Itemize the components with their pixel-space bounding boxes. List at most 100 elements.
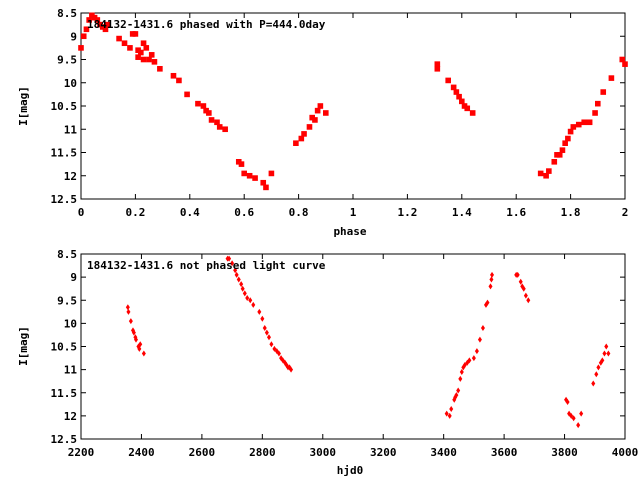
data-point [116,35,122,42]
x-tick-label: 3600 [491,446,518,459]
data-point [576,422,581,429]
data-point [94,17,101,23]
data-point [206,110,212,116]
data-point [195,100,201,107]
data-point [246,172,253,179]
data-point [469,110,476,116]
data-point [619,56,626,63]
data-point [137,345,142,352]
y-tick-label: 11.5 [51,387,78,400]
data-point [266,334,271,341]
data-point [474,348,479,355]
x-tick-label: 0.2 [125,206,145,219]
data-point [556,152,563,158]
data-point [551,159,558,165]
data-point [240,285,245,292]
data-point [312,117,318,123]
data-point [234,271,239,278]
data-point [608,75,615,81]
data-point [126,308,131,315]
y-tick-label: 10 [64,317,77,330]
data-point [245,294,250,301]
data-point [581,119,587,126]
data-point [521,285,526,292]
data-point [238,161,245,167]
x-axis-ticks: 0 0.2 0.4 0.6 0.8 1 1.2 1.4 1.6 1.8 2 [78,13,629,219]
data-point [257,308,262,315]
y-tick-label: 12.5 [51,193,78,206]
data-point [269,341,274,348]
data-point [105,21,111,28]
x-tick-label: 3200 [370,446,397,459]
x-tick-label: 0.4 [180,206,200,219]
x-axis-label: hjd0 [337,464,364,477]
data-point [600,89,607,95]
data-point [293,140,299,146]
data-point [594,371,599,378]
data-point [454,392,459,399]
y-tick-label: 9 [70,30,77,43]
data-point [128,318,133,325]
data-point [456,93,462,100]
data-point [600,357,605,364]
y-tick-label: 10 [64,77,77,90]
data-point [471,355,476,362]
y-tick-label: 8.5 [57,248,77,261]
data-point [467,357,472,364]
data-point [208,117,215,123]
data-point [214,119,220,126]
data-point [227,255,232,262]
data-point [323,110,329,116]
y-tick-label: 11 [64,364,78,377]
data-point [464,105,471,112]
data-point [591,380,596,387]
data-point [80,33,87,40]
x-axis-ticks: 2200 2400 2600 2800 3000 3200 3400 3600 3800 4000 [68,254,638,459]
data-point [317,103,324,109]
x-tick-label: 2200 [68,446,95,459]
x-tick-label: 3000 [310,446,337,459]
data-point [459,368,464,375]
y-tick-label: 9.5 [57,294,77,307]
y-tick-label: 10.5 [51,341,78,354]
data-point [449,405,454,412]
data-point [586,119,593,126]
data-point [138,341,143,348]
data-point [306,124,313,130]
data-point [298,135,305,142]
data-point [262,325,267,331]
data-point [518,278,523,285]
data-point [176,77,182,84]
x-tick-label: 2 [622,206,629,219]
data-point [523,292,528,299]
data-point [458,375,463,382]
data-point [134,336,139,343]
x-tick-label: 1.6 [506,206,526,219]
data-point [83,26,90,33]
x-tick-label: 2600 [189,446,216,459]
data-point [264,329,269,336]
data-point [434,66,441,72]
data-point [248,297,253,304]
x-tick-label: 1.2 [397,206,417,219]
x-tick-label: 2400 [128,446,155,459]
data-point [459,98,465,105]
data-point [445,77,451,84]
data-point [222,126,228,133]
x-tick-label: 1.8 [561,206,581,219]
data-point [562,140,568,146]
y-tick-label: 10.5 [51,100,78,113]
data-point [579,410,584,417]
data-point [301,131,307,137]
data-point [143,45,150,51]
data-point [434,61,441,67]
data-point [571,415,576,422]
data-point [570,124,577,130]
data-point [489,276,494,283]
data-point [200,103,207,109]
data-point [602,350,607,357]
data-point [233,267,238,274]
data-point [127,45,133,51]
data-point [184,91,190,98]
